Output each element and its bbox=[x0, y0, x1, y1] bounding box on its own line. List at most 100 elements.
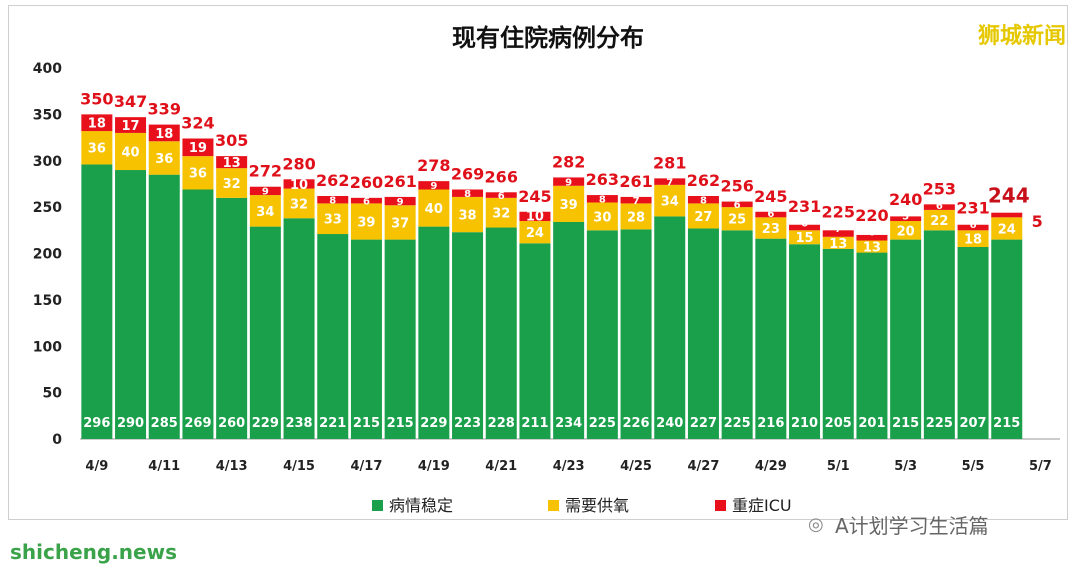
bar-segment-3 bbox=[519, 211, 551, 222]
data-label: 215 bbox=[353, 416, 380, 431]
total-label: 339 bbox=[148, 100, 181, 119]
data-label: 25 bbox=[728, 213, 746, 228]
bar-segment-1 bbox=[418, 226, 450, 439]
bar-segment-1 bbox=[755, 238, 787, 439]
data-label: 33 bbox=[324, 213, 342, 228]
data-label: 23 bbox=[762, 222, 780, 237]
total-label: 282 bbox=[552, 152, 585, 171]
data-label: 40 bbox=[122, 145, 140, 160]
total-label: 231 bbox=[788, 197, 821, 216]
total-label: 324 bbox=[181, 113, 214, 132]
bar-segment-1 bbox=[148, 174, 180, 439]
bar-segment-2 bbox=[519, 221, 551, 244]
data-label: 240 bbox=[656, 416, 683, 431]
data-label: 10 bbox=[526, 210, 544, 225]
bar-segment-3 bbox=[856, 234, 888, 241]
bar-segment-2 bbox=[654, 184, 686, 217]
total-label: 244 bbox=[988, 184, 1030, 208]
total-label: 272 bbox=[249, 162, 282, 181]
data-label: 32 bbox=[223, 177, 241, 192]
bar-segment-1 bbox=[317, 234, 349, 439]
bar-segment-1 bbox=[452, 232, 484, 439]
bar-segment-3 bbox=[452, 189, 484, 197]
data-label: 36 bbox=[88, 142, 106, 157]
total-label: 281 bbox=[653, 153, 686, 172]
bar-segment-1 bbox=[586, 230, 618, 439]
data-label: 226 bbox=[622, 416, 649, 431]
data-label: 7 bbox=[835, 224, 842, 235]
data-label: 8 bbox=[599, 195, 606, 206]
data-label: 211 bbox=[521, 416, 548, 431]
data-label: 6 bbox=[734, 200, 741, 211]
data-label: 8 bbox=[464, 189, 471, 200]
bar-segment-3 bbox=[654, 178, 686, 185]
data-label: 22 bbox=[930, 214, 948, 229]
bar-segment-3 bbox=[148, 124, 180, 142]
data-label: 24 bbox=[998, 222, 1016, 237]
x-tick-label: 4/25 bbox=[620, 459, 652, 474]
data-label: 39 bbox=[560, 198, 578, 213]
legend-swatch bbox=[548, 500, 559, 511]
data-label: 36 bbox=[189, 167, 207, 182]
data-label: 210 bbox=[791, 416, 818, 431]
bar-segment-2 bbox=[822, 236, 854, 249]
data-label: 7 bbox=[666, 177, 673, 188]
bar-segment-1 bbox=[822, 248, 854, 439]
bar-segment-2 bbox=[384, 205, 416, 240]
bar-segment-3 bbox=[822, 230, 854, 237]
bar-segment-1 bbox=[384, 239, 416, 439]
x-tick-label: 5/1 bbox=[827, 459, 850, 474]
bar-segment-1 bbox=[182, 189, 214, 439]
bar-segment-3 bbox=[81, 114, 113, 132]
data-label: 5 bbox=[902, 211, 909, 222]
x-tick-label: 4/9 bbox=[85, 459, 108, 474]
data-label: 223 bbox=[454, 416, 481, 431]
bar-segment-2 bbox=[216, 168, 248, 198]
data-label: 37 bbox=[391, 216, 409, 231]
x-tick-label: 4/15 bbox=[283, 459, 315, 474]
bar-segment-3 bbox=[923, 204, 955, 210]
bar-segment-2 bbox=[485, 197, 517, 228]
bar-segment-3 bbox=[317, 195, 349, 204]
bar-segment-2 bbox=[721, 207, 753, 231]
x-tick-label: 4/11 bbox=[148, 459, 180, 474]
bar-segment-2 bbox=[553, 185, 585, 222]
y-tick-label: 250 bbox=[33, 200, 62, 216]
bar-segment-3 bbox=[553, 177, 585, 186]
data-label: 15 bbox=[796, 231, 814, 246]
bar-segment-3 bbox=[115, 117, 147, 133]
bar-segment-2 bbox=[789, 230, 821, 245]
data-label: 260 bbox=[218, 416, 245, 431]
total-label: 261 bbox=[383, 172, 416, 191]
total-label: 347 bbox=[114, 92, 147, 111]
chart-frame bbox=[8, 5, 1068, 520]
total-label: 305 bbox=[215, 131, 248, 150]
y-tick-label: 400 bbox=[33, 61, 62, 77]
data-label: 225 bbox=[724, 416, 751, 431]
bar-segment-1 bbox=[957, 247, 989, 439]
total-label: 280 bbox=[282, 154, 315, 173]
total-label: 231 bbox=[956, 198, 989, 217]
y-tick-label: 100 bbox=[33, 339, 62, 355]
data-label: 229 bbox=[252, 416, 279, 431]
bar-segment-2 bbox=[890, 221, 922, 240]
legend-swatch bbox=[715, 500, 726, 511]
bar-segment-3 bbox=[620, 196, 652, 204]
data-label: 36 bbox=[155, 152, 173, 167]
bar-segment-1 bbox=[721, 230, 753, 439]
data-label: 38 bbox=[459, 208, 477, 223]
watermark-top: 狮城新闻 bbox=[977, 24, 1066, 49]
legend-label: 病情稳定 bbox=[389, 496, 453, 515]
legend-label: 需要供氧 bbox=[565, 496, 629, 515]
bar-segment-2 bbox=[687, 203, 719, 229]
data-label: 225 bbox=[589, 416, 616, 431]
data-label: 13 bbox=[829, 237, 847, 252]
data-label: 296 bbox=[83, 416, 110, 431]
data-label: 13 bbox=[223, 156, 241, 171]
total-label: 253 bbox=[923, 179, 956, 198]
data-label: 6 bbox=[936, 201, 943, 212]
bar-segment-2 bbox=[81, 131, 113, 165]
bar-segment-3 bbox=[957, 224, 989, 231]
bar-segment-2 bbox=[620, 203, 652, 230]
